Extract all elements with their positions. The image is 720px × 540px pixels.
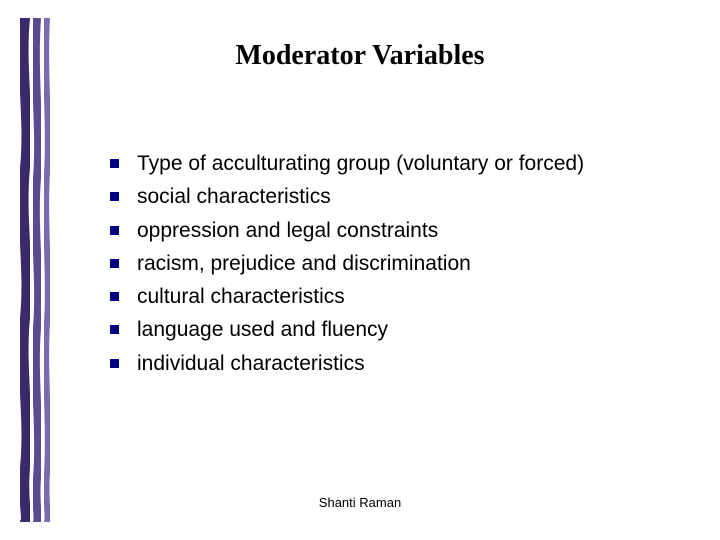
list-item-text: racism, prejudice and discrimination [137,250,471,277]
list-item-text: language used and fluency [137,316,388,343]
decorative-stripe-2 [33,18,41,522]
footer-text: Shanti Raman [0,495,720,510]
slide-title: Moderator Variables [0,40,720,72]
list-item-text: individual characteristics [137,350,365,377]
square-bullet-icon [110,192,119,201]
list-item: language used and fluency [110,316,680,343]
list-item: cultural characteristics [110,283,680,310]
list-item-text: social characteristics [137,183,331,210]
bullet-list: Type of acculturating group (voluntary o… [110,150,680,383]
list-item: oppression and legal constraints [110,217,680,244]
list-item: Type of acculturating group (voluntary o… [110,150,680,177]
list-item: racism, prejudice and discrimination [110,250,680,277]
square-bullet-icon [110,226,119,235]
square-bullet-icon [110,259,119,268]
list-item-text: cultural characteristics [137,283,345,310]
list-item: individual characteristics [110,350,680,377]
square-bullet-icon [110,325,119,334]
decorative-stripe-3 [44,18,50,522]
decorative-stripe-1 [20,18,30,522]
slide: Moderator Variables Type of acculturatin… [0,0,720,540]
list-item: social characteristics [110,183,680,210]
square-bullet-icon [110,359,119,368]
list-item-text: Type of acculturating group (voluntary o… [137,150,584,177]
square-bullet-icon [110,159,119,168]
square-bullet-icon [110,292,119,301]
list-item-text: oppression and legal constraints [137,217,438,244]
